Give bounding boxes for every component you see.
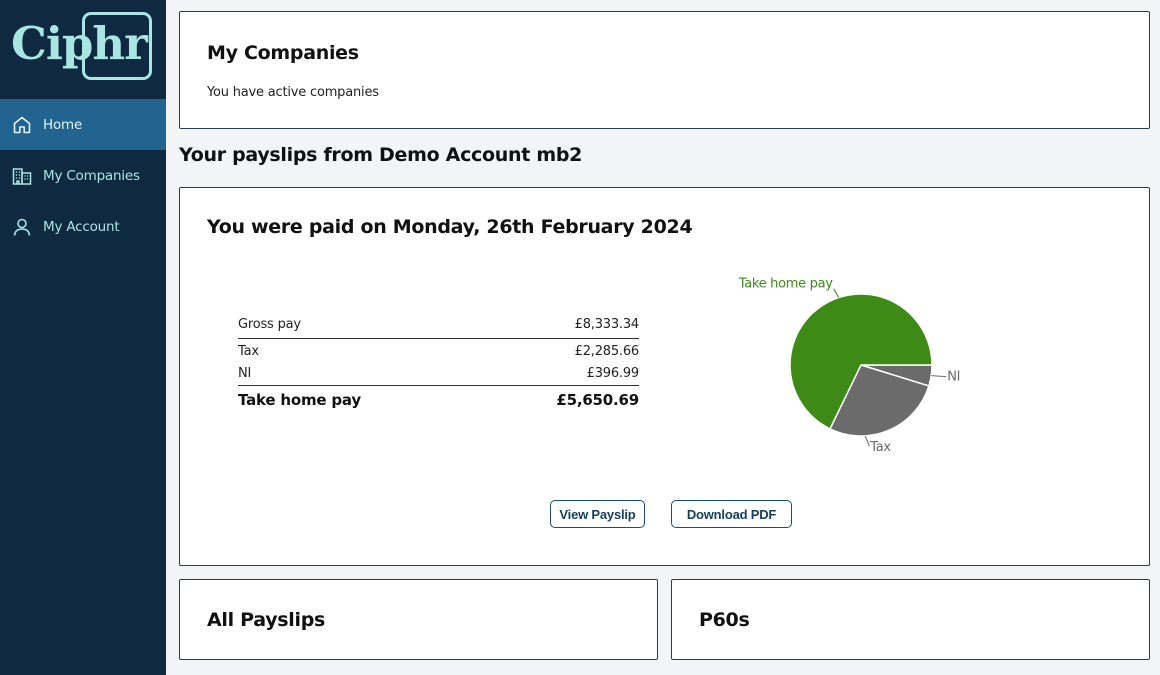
row-label: Gross pay xyxy=(238,317,301,332)
logo-text: Ciphr xyxy=(11,17,148,70)
pie-leader-line xyxy=(833,288,840,298)
sidebar: Ciphr Home My Companies xyxy=(0,0,166,675)
card-title: You were paid on Monday, 26th February 2… xyxy=(207,216,693,238)
pie-leader-line xyxy=(931,375,947,378)
pie-label-take-home-pay: Take home pay xyxy=(738,277,834,292)
ciphr-logo[interactable]: Ciphr xyxy=(10,10,152,82)
view-payslip-button[interactable]: View Payslip xyxy=(550,500,645,528)
sidebar-item-label: My Companies xyxy=(43,167,140,184)
pay-summary-table: Gross pay £8,333.34 Tax £2,285.66 NI £39… xyxy=(238,312,639,414)
pay-breakdown-pie-chart: Take home pay Tax NI xyxy=(738,277,961,455)
p60s-card[interactable]: P60s xyxy=(671,579,1150,660)
home-icon xyxy=(12,115,32,135)
ni-row: NI £396.99 xyxy=(238,363,639,386)
pie-slice-take-home-pay xyxy=(789,293,933,430)
gross-pay-row: Gross pay £8,333.34 xyxy=(238,312,639,339)
sidebar-item-home[interactable]: Home xyxy=(0,99,166,150)
card-title: P60s xyxy=(699,609,750,631)
row-label: Take home pay xyxy=(238,391,361,409)
pie-label-ni: NI xyxy=(947,370,960,385)
tax-row: Tax £2,285.66 xyxy=(238,340,639,363)
sidebar-item-my-companies[interactable]: My Companies xyxy=(0,150,166,201)
sidebar-item-label: Home xyxy=(43,116,83,133)
companies-status-text: You have active companies xyxy=(207,85,379,100)
download-pdf-button[interactable]: Download PDF xyxy=(671,500,792,528)
all-payslips-card[interactable]: All Payslips xyxy=(179,579,658,660)
pie-slice-tax xyxy=(828,364,930,437)
card-title: My Companies xyxy=(207,42,359,64)
buildings-icon xyxy=(12,166,32,186)
row-label: NI xyxy=(238,366,252,381)
row-value: £8,333.34 xyxy=(574,317,640,332)
row-value: £396.99 xyxy=(586,366,640,381)
sidebar-item-label: My Account xyxy=(43,218,120,235)
row-value: £5,650.69 xyxy=(556,391,639,409)
latest-payslip-card: You were paid on Monday, 26th February 2… xyxy=(179,187,1150,566)
logo-frame xyxy=(82,12,152,80)
payslips-section-heading: Your payslips from Demo Account mb2 xyxy=(179,144,583,166)
sidebar-item-my-account[interactable]: My Account xyxy=(0,201,166,252)
pie-label-tax: Tax xyxy=(869,440,891,455)
row-label: Tax xyxy=(238,344,259,359)
row-value: £2,285.66 xyxy=(574,344,640,359)
pie-leader-line xyxy=(864,435,870,447)
card-title: All Payslips xyxy=(207,609,326,631)
take-home-pay-row: Take home pay £5,650.69 xyxy=(238,386,639,414)
my-companies-card: My Companies You have active companies xyxy=(179,11,1150,129)
sidebar-nav: Home My Companies My Account xyxy=(0,99,166,252)
user-icon xyxy=(12,217,32,237)
